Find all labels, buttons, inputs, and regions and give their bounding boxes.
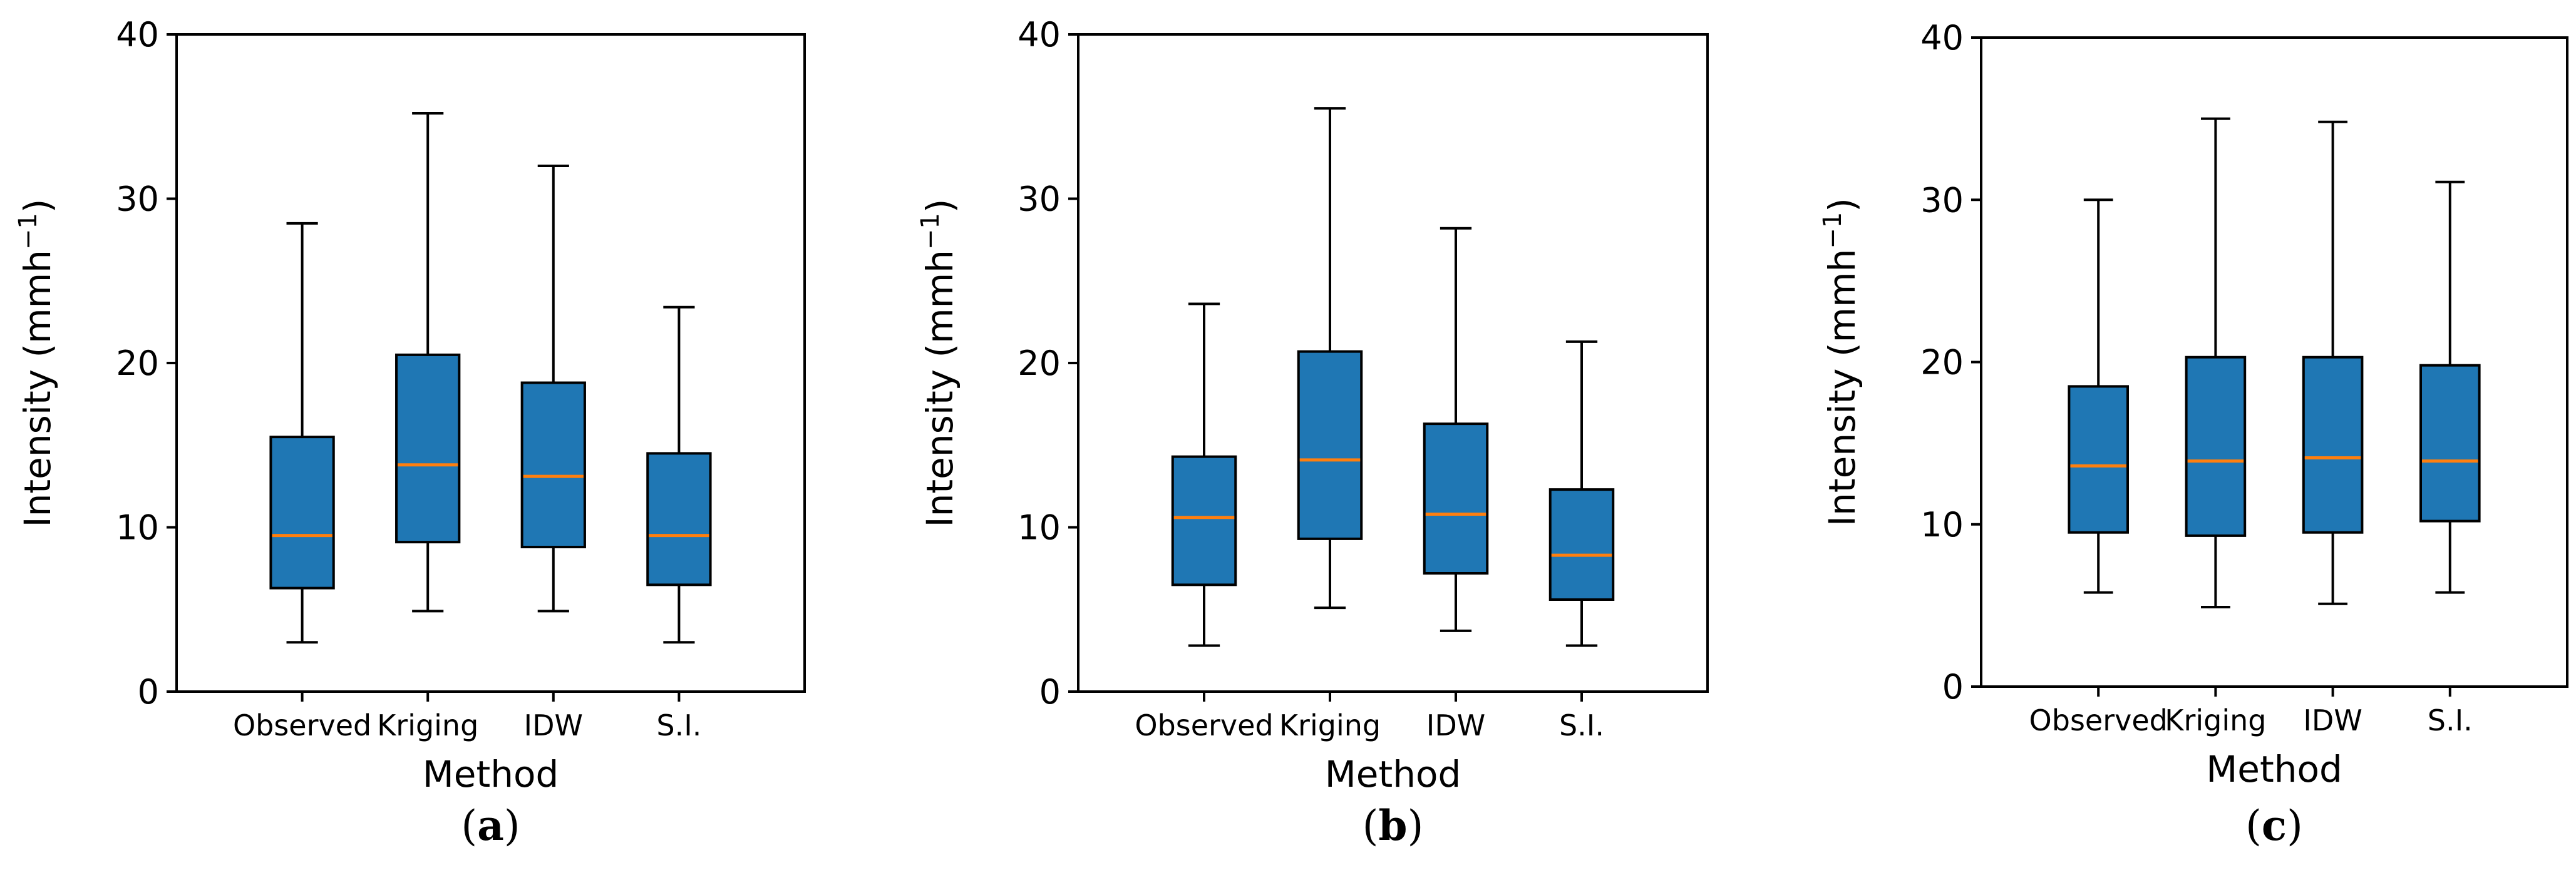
chart-c-y-axis-label: Intensity (mmh−1)	[1818, 198, 1863, 526]
chart-b-panel-label-close: )	[1408, 802, 1424, 850]
chart-a-y-tick-label: 20	[116, 344, 159, 383]
chart-a-box	[520, 381, 586, 548]
chart-a-y-tick-label: 40	[116, 15, 159, 54]
chart-a-panel-label-open: (	[461, 802, 477, 850]
chart-b-y-tick-label: 30	[1018, 180, 1061, 219]
chart-a-x-axis-label: Method	[423, 753, 559, 796]
chart-a-box-group	[395, 112, 461, 613]
chart-c-y-tick-label: 10	[1920, 505, 1964, 545]
chart-a-y-tick-label: 0	[138, 672, 159, 712]
chart-c-x-tick-label: S.I.	[2428, 703, 2473, 737]
chart-a-y-tick-label: 30	[116, 180, 159, 219]
chart-c-box-group	[2419, 180, 2481, 594]
chart-b-y-axis-label-main: Intensity (mmh	[919, 250, 961, 527]
chart-a-box	[269, 436, 335, 590]
chart-a-panel: 0 10 20 30 40 Observed Kriging IDW S.I. Method Int…	[14, 15, 806, 850]
chart-c-y-axis-label-main: Intensity (mmh	[1821, 249, 1863, 526]
chart-b-y-tick-label: 0	[1039, 672, 1061, 712]
chart-c-x-axis-label: Method	[2206, 748, 2342, 790]
chart-a-y-axis-label-superscript: −1	[14, 213, 43, 250]
chart-c-y-axis-label-superscript: −1	[1818, 212, 1847, 249]
chart-b-x-tick-label: Kriging	[1279, 709, 1381, 742]
chart-c-x-tick-label: Observed	[2029, 703, 2168, 737]
chart-c-x-tick-label: IDW	[2303, 703, 2362, 737]
chart-a-box-group	[520, 165, 586, 613]
chart-c-x-tick-label: Kriging	[2165, 703, 2266, 737]
chart-b-box	[1171, 455, 1237, 586]
chart-c-y-axis-label-close: )	[1821, 198, 1863, 212]
chart-c-y-tick-label: 40	[1920, 18, 1964, 58]
chart-b-panel-label-letter: b	[1378, 801, 1407, 850]
chart-c-box	[2419, 364, 2481, 523]
chart-a-x-tick-label: IDW	[524, 709, 583, 742]
chart-b-y-axis-label-superscript: −1	[916, 213, 945, 250]
chart-c-panel-label: (c)	[2245, 801, 2303, 850]
chart-c-panel-label-letter: c	[2262, 801, 2287, 850]
chart-b-panel: 0 10 20 30 40 Observed Kriging IDW S.I. Method Int…	[916, 15, 1709, 850]
chart-a-axes-frame	[175, 33, 806, 693]
chart-c-box-group	[2302, 120, 2364, 605]
chart-c-box	[2185, 356, 2247, 537]
chart-a-panel-label: (a)	[461, 801, 520, 850]
chart-b-x-tick-label: Observed	[1135, 709, 1273, 742]
chart-c-y-tick-label: 20	[1920, 343, 1964, 382]
chart-b-panel-label: (b)	[1363, 801, 1424, 850]
chart-a-y-axis-label-close: )	[16, 199, 59, 213]
chart-b-box	[1297, 350, 1363, 540]
chart-b-y-tick-label: 10	[1018, 508, 1061, 548]
chart-a-y-axis-label: Intensity (mmh−1)	[14, 199, 59, 528]
chart-b-box	[1423, 422, 1489, 575]
chart-a-panel-label-close: )	[504, 802, 520, 850]
chart-a-box-group	[269, 222, 335, 644]
chart-b-y-axis-label-close: )	[919, 199, 961, 213]
chart-b-x-axis-label: Method	[1325, 753, 1461, 796]
chart-c-box	[2068, 385, 2129, 534]
chart-a-panel-label-letter: a	[477, 801, 504, 850]
chart-c-box-group	[2185, 117, 2247, 608]
chart-c-y-tick-label: 0	[1942, 667, 1964, 707]
chart-b-x-tick-label: IDW	[1426, 709, 1485, 742]
chart-b-y-tick-label: 40	[1018, 15, 1061, 54]
chart-b-box-group	[1548, 340, 1615, 647]
chart-c-panel-label-open: (	[2245, 802, 2262, 850]
chart-a-x-tick-label: Observed	[233, 709, 371, 742]
chart-b-y-axis-label: Intensity (mmh−1)	[916, 199, 961, 528]
chart-a-box	[646, 452, 712, 586]
chart-c-y-tick-label: 30	[1920, 180, 1964, 220]
chart-b-box-group	[1423, 227, 1489, 632]
chart-a-box-group	[646, 305, 712, 644]
chart-c-box	[2302, 356, 2364, 534]
chart-a-y-axis-label-main: Intensity (mmh	[16, 250, 59, 527]
chart-b-box	[1548, 488, 1615, 601]
chart-b-x-tick-label: S.I.	[1559, 709, 1604, 742]
chart-a-x-tick-label: Kriging	[377, 709, 478, 742]
chart-a-y-tick-label: 10	[116, 508, 159, 548]
chart-c-axes-frame	[1980, 36, 2568, 688]
chart-c-panel-label-close: )	[2287, 802, 2303, 850]
chart-c-box-group	[2068, 198, 2129, 594]
chart-b-panel-label-open: (	[1363, 802, 1379, 850]
chart-b-box-group	[1171, 302, 1237, 647]
chart-a-box	[395, 353, 461, 544]
chart-a-x-tick-label: S.I.	[656, 709, 701, 742]
chart-b-y-tick-label: 20	[1018, 344, 1061, 383]
chart-b-box-group	[1297, 107, 1363, 610]
